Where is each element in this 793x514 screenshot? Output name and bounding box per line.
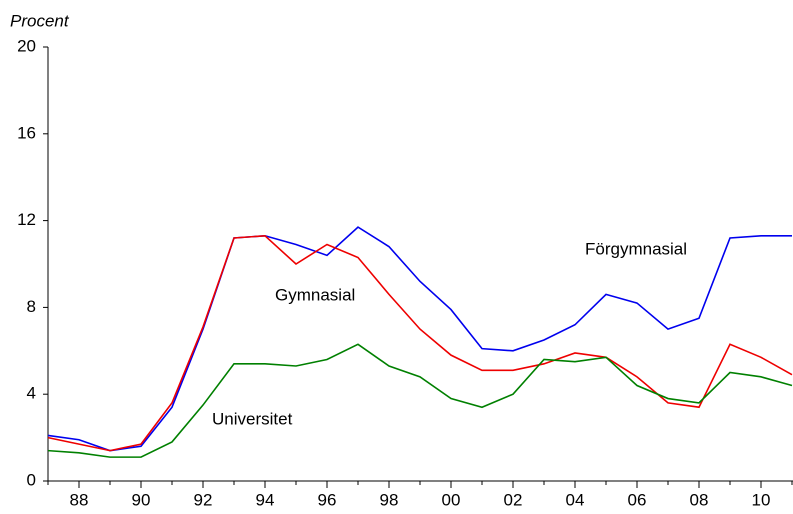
y-tick-label: 16 — [17, 123, 36, 142]
x-tick-label: 90 — [132, 490, 151, 509]
y-axis-label: Procent — [10, 11, 70, 30]
series-line — [47, 343, 793, 458]
x-tick-label: 94 — [256, 490, 275, 509]
x-tick-label: 98 — [380, 490, 399, 509]
x-tick-label: 00 — [442, 490, 461, 509]
x-tick-label: 04 — [566, 490, 585, 509]
series-label: Gymnasial — [275, 285, 355, 304]
x-tick-label: 10 — [752, 490, 771, 509]
x-tick-label: 92 — [194, 490, 213, 509]
y-tick-label: 12 — [17, 210, 36, 229]
y-tick-label: 0 — [27, 470, 36, 489]
series-line — [47, 234, 793, 452]
y-tick-label: 20 — [17, 36, 36, 55]
series-label: Förgymnasial — [585, 239, 687, 258]
x-tick-label: 96 — [318, 490, 337, 509]
series-line — [47, 226, 792, 452]
x-tick-label: 08 — [690, 490, 709, 509]
x-tick-label: 02 — [504, 490, 523, 509]
y-tick-label: 8 — [27, 297, 36, 316]
x-tick-label: 06 — [628, 490, 647, 509]
x-tick-label: 88 — [70, 490, 89, 509]
series-label: Universitet — [212, 409, 293, 428]
y-tick-label: 4 — [27, 384, 36, 403]
